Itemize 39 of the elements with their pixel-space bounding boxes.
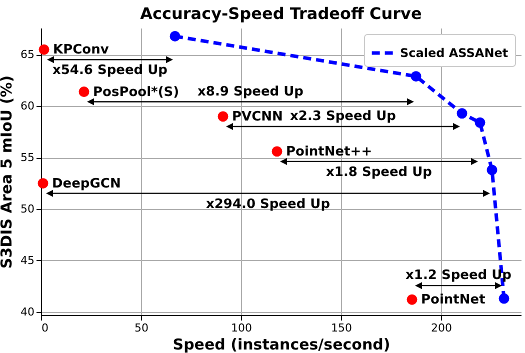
point <box>498 293 510 304</box>
annotation: x294.0 Speed Up <box>206 196 330 212</box>
annotation: x8.9 Speed Up <box>198 84 304 100</box>
annotation: x1.8 Speed Up <box>326 164 432 180</box>
annotation: KPConv <box>53 42 110 58</box>
y-tick-label: 50 <box>20 202 34 216</box>
chart-title: Accuracy-Speed Tradeoff Curve <box>140 4 422 23</box>
y-tick-label: 60 <box>20 100 34 113</box>
x-tick-label: 100 <box>231 322 252 334</box>
y-tick-label: 45 <box>20 254 34 267</box>
y-tick-label: 55 <box>20 151 34 164</box>
point <box>272 146 282 157</box>
annotation: x1.2 Speed Up <box>406 268 512 284</box>
annotation: x2.3 Speed Up <box>290 109 396 124</box>
point <box>486 164 498 176</box>
x-tick-label: 200 <box>431 322 452 334</box>
point <box>406 294 418 305</box>
y-tick-label: 65 <box>20 48 34 62</box>
y-axis-title: S3DIS Area 5 mIoU (%) <box>0 75 16 269</box>
y-tick-label: 40 <box>20 305 34 318</box>
x-tick-label: 150 <box>331 322 352 334</box>
x-axis-title: Speed (instances/second) <box>172 336 390 353</box>
point <box>456 108 468 119</box>
point <box>410 71 422 82</box>
point <box>38 44 50 55</box>
x-tick-label: 50 <box>134 322 148 334</box>
legend-label: Scaled ASSANet <box>400 46 508 60</box>
annotation: x54.6 Speed Up <box>52 63 168 78</box>
annotation: DeepGCN <box>52 176 121 192</box>
point <box>170 30 180 42</box>
annotation: PosPool*(S) <box>93 84 180 100</box>
point <box>38 178 48 189</box>
point <box>78 86 90 98</box>
annotation: PVCNN <box>232 109 283 124</box>
point <box>474 117 486 128</box>
x-tick-label: 0 <box>42 322 48 334</box>
annotation: PointNet++ <box>286 144 372 160</box>
annotation: PointNet <box>421 292 486 308</box>
point <box>218 111 228 122</box>
